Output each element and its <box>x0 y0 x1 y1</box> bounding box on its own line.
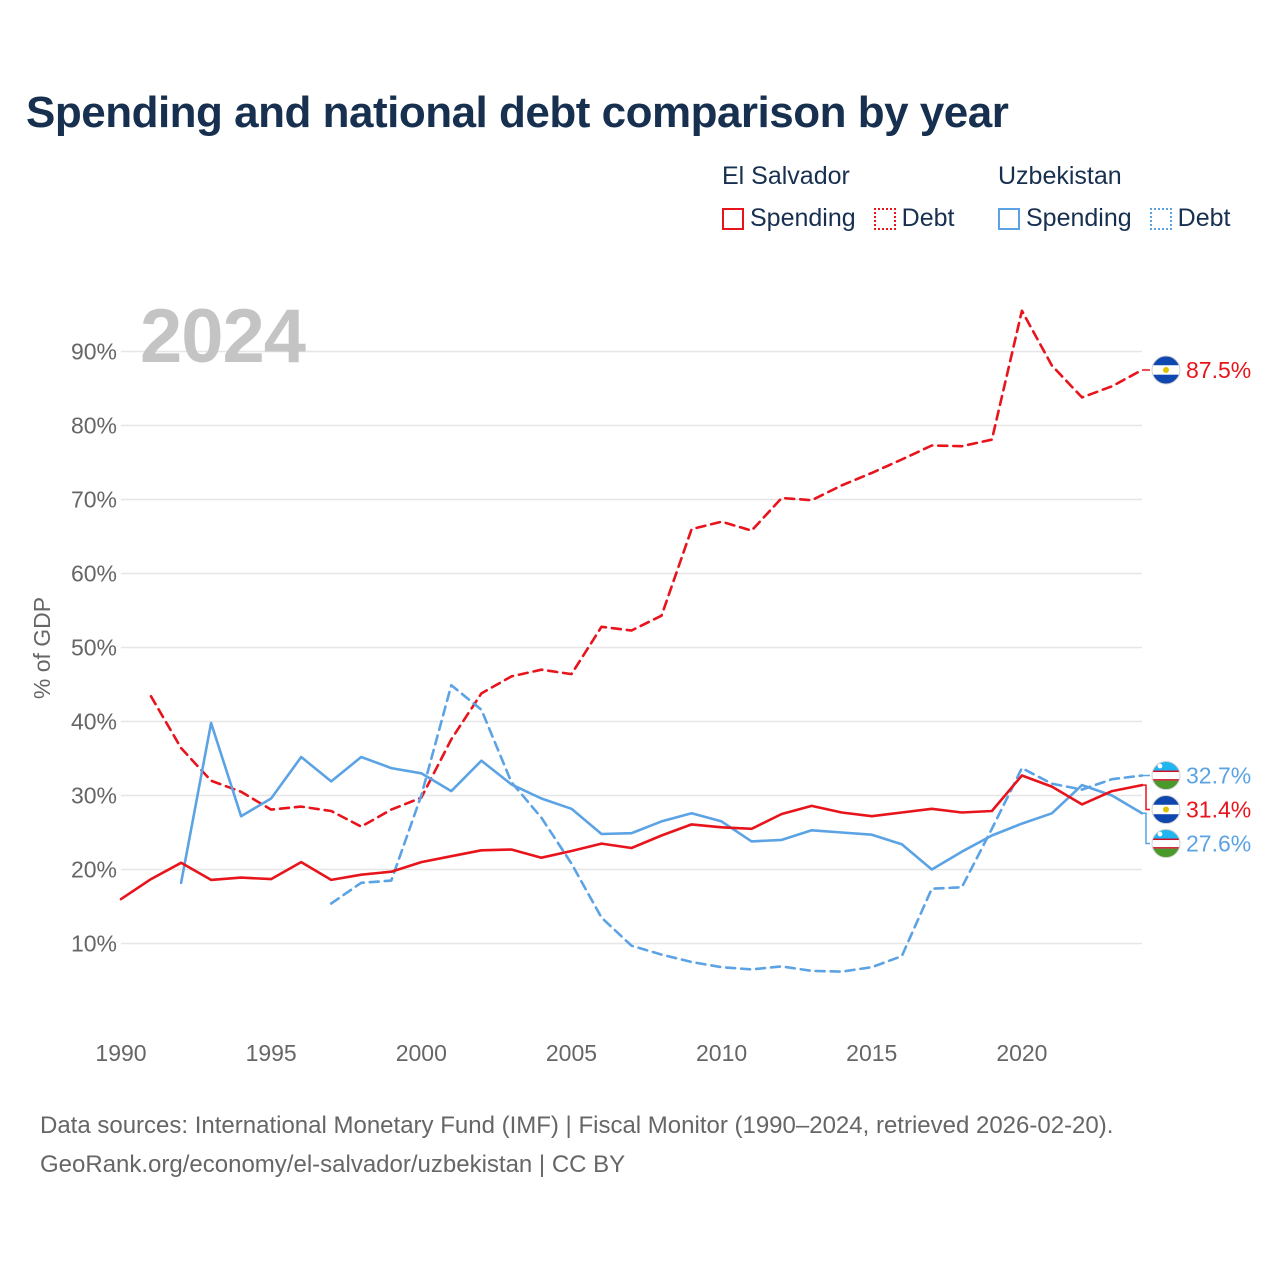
legend-swatch-solid <box>722 207 744 230</box>
legend-item-el-salvador-spending[interactable]: Spending <box>722 204 856 233</box>
end-value-label: 32.7% <box>1186 763 1251 789</box>
uzbekistan-flag-icon <box>1151 761 1181 791</box>
series-line-el-salvador-spending[interactable] <box>119 774 1144 901</box>
legend-swatch-dotted <box>1149 207 1172 230</box>
legend-label: Debt <box>901 204 955 232</box>
y-tick-label: 20% <box>71 857 117 883</box>
source-line-1: Data sources: International Monetary Fun… <box>40 1112 1114 1139</box>
y-axis-ticks: 10% 20% 30% 40% 50% 60% 70% 80% 90% <box>71 339 117 957</box>
y-tick-label: 60% <box>71 561 117 587</box>
legend-item-uzbekistan-spending[interactable]: Spending <box>998 204 1132 233</box>
el-salvador-flag-icon <box>1151 795 1181 825</box>
x-tick-label: 1990 <box>95 1040 146 1066</box>
x-tick-label: 2000 <box>396 1040 447 1066</box>
series-line-uzbekistan-debt[interactable] <box>329 683 1144 973</box>
x-axis-ticks: 1990 1995 2000 2005 2010 2015 2020 <box>95 1040 1047 1066</box>
y-tick-label: 30% <box>71 783 117 809</box>
source-note: Data sources: International Monetary Fun… <box>40 1106 1113 1184</box>
y-tick-label: 80% <box>71 413 117 439</box>
legend-country-name: El Salvador <box>722 162 850 190</box>
legend-label: Spending <box>750 204 856 232</box>
legend-item-uzbekistan-debt[interactable]: Debt <box>1149 204 1231 233</box>
year-watermark: 2024 <box>140 294 306 379</box>
legend-country-name: Uzbekistan <box>998 162 1122 190</box>
x-tick-label: 2005 <box>546 1040 597 1066</box>
y-tick-label: 70% <box>71 487 117 513</box>
legend-group-el-salvador: El Salvador Spending Debt <box>722 162 972 233</box>
line-chart: 2024 % of GDP 10% 20% 30% 40% 50% 60% 70% 80% 90… <box>29 294 1251 1066</box>
legend-group-uzbekistan: Uzbekistan Spending Debt <box>998 162 1248 233</box>
y-axis-title: % of GDP <box>29 597 55 699</box>
end-labels: 87.5% 32.7% 31.4% 27.6% <box>1142 355 1251 859</box>
end-value-label: 31.4% <box>1186 797 1251 823</box>
page-title: Spending and national debt comparison by… <box>26 88 1009 137</box>
x-tick-label: 1995 <box>246 1040 297 1066</box>
legend-item-el-salvador-debt[interactable]: Debt <box>873 204 955 233</box>
series-line-uzbekistan-spending[interactable] <box>179 721 1144 885</box>
y-tick-label: 50% <box>71 635 117 661</box>
y-tick-label: 10% <box>71 931 117 957</box>
end-connector <box>1142 784 1150 811</box>
series-line-el-salvador-debt[interactable] <box>149 309 1144 828</box>
legend-label: Debt <box>1177 204 1231 232</box>
source-line-2[interactable]: GeoRank.org/economy/el-salvador/uzbekist… <box>40 1151 626 1178</box>
legend-swatch-dotted <box>873 207 896 230</box>
x-tick-label: 2010 <box>696 1040 747 1066</box>
y-tick-label: 90% <box>71 339 117 365</box>
end-value-label: 27.6% <box>1186 831 1251 857</box>
y-tick-label: 40% <box>71 709 117 735</box>
x-tick-label: 2015 <box>846 1040 897 1066</box>
end-value-label: 87.5% <box>1186 357 1251 383</box>
el-salvador-flag-icon <box>1151 355 1181 385</box>
legend-label: Spending <box>1026 204 1132 232</box>
end-connector <box>1142 812 1150 845</box>
x-tick-label: 2020 <box>996 1040 1047 1066</box>
uzbekistan-flag-icon <box>1151 829 1181 859</box>
series-lines <box>119 309 1144 973</box>
legend-swatch-solid <box>998 207 1020 230</box>
